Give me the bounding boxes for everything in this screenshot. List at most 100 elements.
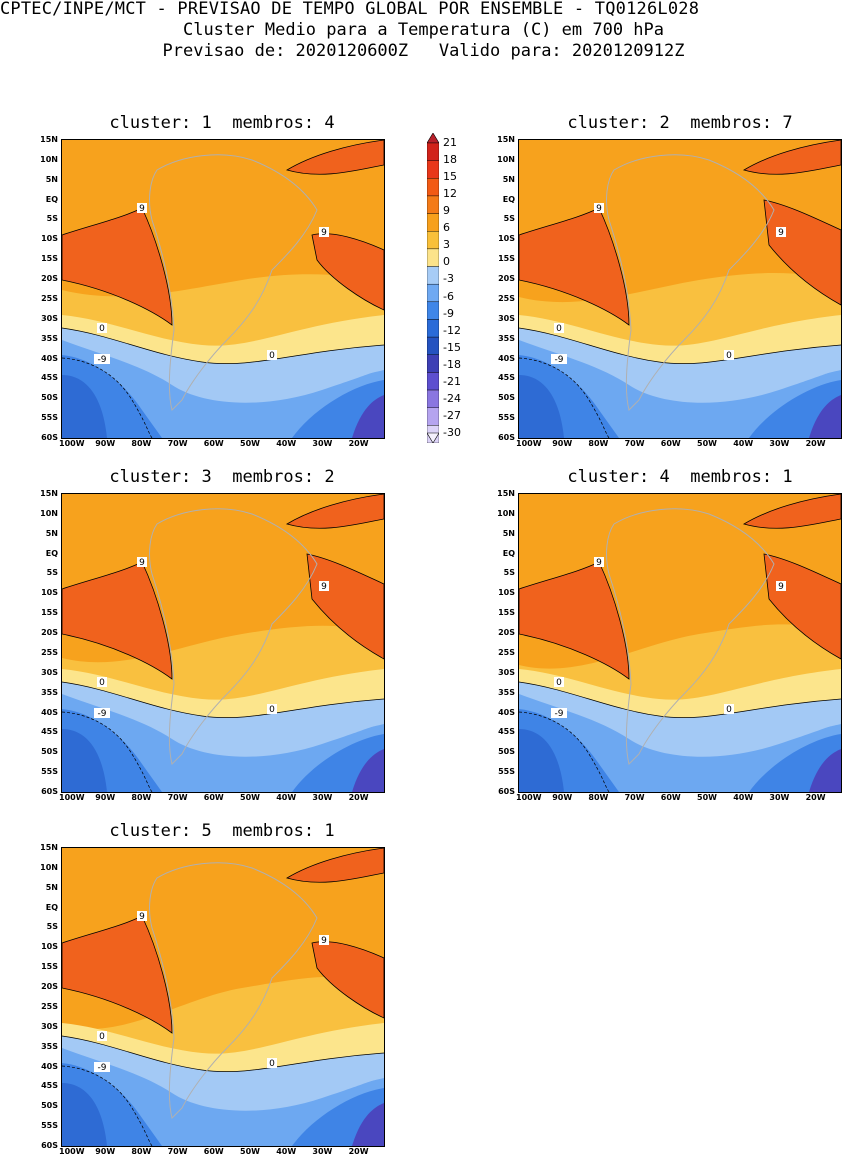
longitude-label: 30W (769, 793, 790, 802)
longitude-label: 60W (660, 439, 681, 448)
contour-label-9-text: 9 (139, 558, 145, 568)
latitude-label: 5S (46, 922, 58, 932)
longitude-label: 100W (59, 1147, 85, 1156)
longitude-label: 20W (805, 439, 826, 448)
panel-title: cluster: 5 membros: 1 (109, 821, 335, 841)
latitude-label: 20S (498, 628, 515, 638)
latitude-label: 5N (502, 528, 515, 538)
latitude-label: EQ (45, 902, 58, 912)
latitude-label: 15N (40, 135, 58, 144)
latitude-label: 40S (498, 353, 515, 363)
colorbar-swatch (426, 160, 440, 179)
colorbar-swatch (426, 301, 440, 320)
contour-label-0-text: 0 (269, 1059, 275, 1069)
colorbar-swatch (426, 354, 440, 373)
latitude-label: 40S (498, 707, 515, 717)
contour-label-9-text: 9 (778, 582, 784, 592)
latitude-label: 25S (41, 647, 58, 657)
forecast-map: 9 9 0 0 -9 (61, 493, 385, 793)
warm-patch-north (286, 140, 384, 175)
latitude-label: EQ (502, 194, 515, 204)
band-neg15-neg12 (809, 395, 841, 438)
contour-label-0: 0 (267, 350, 277, 361)
longitude-label: 80W (131, 1147, 152, 1156)
longitude-label: 20W (348, 1147, 369, 1156)
band-neg12-neg9 (62, 1083, 107, 1146)
latitude-label: 60S (41, 1141, 58, 1150)
longitude-label: 60W (203, 793, 224, 802)
colorbar (426, 132, 440, 447)
warm-patch-north (743, 494, 841, 529)
colorbar-level-label: -18 (443, 357, 461, 371)
contour-label-0: 0 (554, 677, 564, 688)
contour-label-neg9: -9 (94, 354, 110, 365)
band-neg12-neg9 (62, 729, 107, 792)
longitude-label: 50W (240, 439, 260, 448)
contour-label-0: 0 (97, 323, 107, 334)
longitude-label: 30W (312, 1147, 333, 1156)
contour-label-0: 0 (724, 704, 734, 715)
band-neg15-neg12 (352, 749, 384, 792)
header-subtitle: Cluster Medio para a Temperatura (C) em … (182, 20, 665, 40)
warm-patch-east (306, 553, 384, 660)
continent-outline (606, 154, 775, 411)
latitude-label: 10N (497, 508, 515, 518)
longitude-label: 70W (624, 793, 645, 802)
longitude-label: 60W (203, 1147, 224, 1156)
contour-label-neg9-text: -9 (555, 355, 564, 365)
band-neg15-neg12 (352, 1103, 384, 1146)
contour-label-0-text: 0 (99, 1032, 105, 1042)
longitude-label: 20W (805, 793, 826, 802)
longitude-label: 20W (348, 439, 369, 448)
longitude-label: 30W (312, 793, 333, 802)
latitude-label: 40S (41, 1061, 58, 1071)
colorbar-swatch (426, 142, 440, 161)
contour-label-0: 0 (724, 350, 734, 361)
latitude-label: 50S (498, 747, 515, 757)
contour-label-0: 0 (97, 1031, 107, 1042)
contour-label-9: 9 (776, 581, 786, 592)
longitude-label: 80W (588, 793, 609, 802)
panel-title: cluster: 2 membros: 7 (567, 113, 793, 133)
contour-zero (62, 681, 384, 718)
longitude-label: 50W (697, 439, 717, 448)
contour-zero (62, 1035, 384, 1072)
latitude-label: 30S (41, 1021, 58, 1031)
colorbar-level-label: 3 (443, 238, 450, 252)
longitude-label: 70W (167, 1147, 188, 1156)
band-neg15-neg12 (809, 749, 841, 792)
contour-label-9-text: 9 (321, 936, 327, 946)
latitude-label: 50S (498, 393, 515, 403)
latitude-label: 20S (41, 982, 58, 992)
band-neg12-neg9 (519, 729, 564, 792)
warm-tongue-west (519, 561, 630, 680)
contour-label-9: 9 (776, 227, 786, 238)
continent-outline (149, 862, 318, 1119)
contour-label-9-text: 9 (778, 228, 784, 238)
header-title: CPTEC/INPE/MCT - PREVISAO DE TEMPO GLOBA… (0, 0, 700, 19)
longitude-label: 80W (588, 439, 609, 448)
latitude-label: 60S (498, 433, 515, 442)
colorbar-level-label: -3 (443, 272, 454, 286)
longitude-label: 60W (660, 793, 681, 802)
latitude-label: 5S (46, 568, 58, 578)
latitude-label: 30S (41, 667, 58, 677)
latitude-label: EQ (45, 548, 58, 558)
latitude-label: 30S (41, 313, 58, 323)
contour-label-9: 9 (319, 581, 329, 592)
colorbar-swatch (426, 336, 440, 355)
contour-label-0-text: 0 (556, 324, 562, 334)
contour-zero (519, 327, 841, 364)
colorbar-swatch (426, 195, 440, 214)
contour-label-neg9: -9 (551, 708, 567, 719)
band-neg15-neg12 (352, 395, 384, 438)
contour-label-9-text: 9 (321, 228, 327, 238)
latitude-label: 10S (498, 234, 515, 244)
band-neg12-neg9 (519, 375, 564, 438)
longitude-label: 100W (59, 793, 85, 802)
longitude-label: 70W (167, 793, 188, 802)
panel-title: cluster: 3 membros: 2 (109, 467, 335, 487)
latitude-label: 55S (498, 767, 515, 777)
colorbar-swatch (426, 266, 440, 285)
contour-label-9-text: 9 (596, 204, 602, 214)
